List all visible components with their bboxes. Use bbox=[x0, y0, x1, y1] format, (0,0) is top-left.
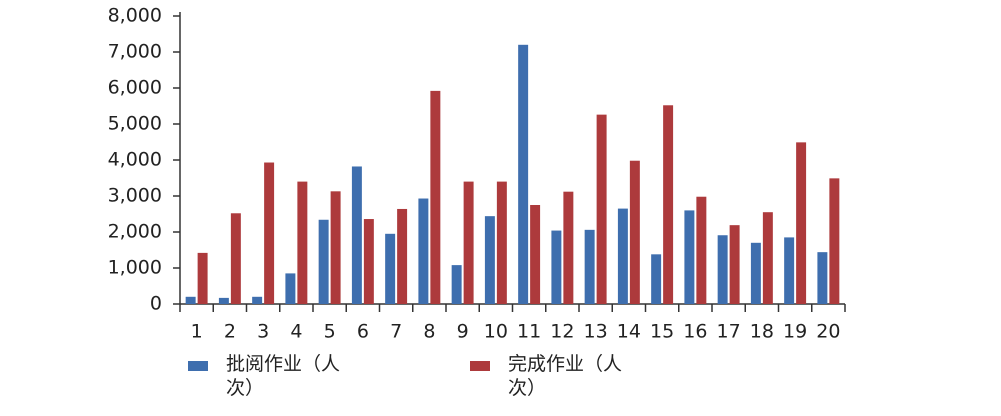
x-tick-label: 17 bbox=[717, 321, 741, 343]
x-tick-label: 3 bbox=[257, 321, 269, 343]
bar bbox=[584, 229, 595, 304]
x-tick-label: 10 bbox=[484, 321, 508, 343]
bar bbox=[762, 212, 773, 304]
bar bbox=[330, 191, 341, 304]
bar bbox=[817, 252, 828, 304]
legend-label: 完成作业（人次） bbox=[508, 353, 623, 399]
bar bbox=[750, 242, 761, 304]
x-tick-label: 15 bbox=[650, 321, 674, 343]
bar bbox=[185, 296, 196, 304]
x-tick-label: 19 bbox=[783, 321, 807, 343]
bar bbox=[530, 205, 541, 304]
y-tick-label: 5,000 bbox=[108, 113, 162, 135]
bar bbox=[197, 252, 208, 304]
y-tick-label: 6,000 bbox=[108, 77, 162, 99]
x-tick-label: 5 bbox=[324, 321, 336, 343]
x-tick-label: 14 bbox=[617, 321, 641, 343]
legend-item: 批阅作业（人次） bbox=[188, 352, 358, 400]
legend-swatch bbox=[188, 361, 208, 371]
x-tick-label: 2 bbox=[224, 321, 236, 343]
y-tick-label: 8,000 bbox=[108, 5, 162, 27]
bar bbox=[351, 166, 362, 304]
x-tick-label: 9 bbox=[457, 321, 469, 343]
bar bbox=[418, 198, 429, 304]
bar bbox=[385, 233, 396, 304]
x-tick-label: 16 bbox=[683, 321, 707, 343]
x-tick-label: 11 bbox=[517, 321, 541, 343]
bar bbox=[696, 196, 707, 304]
bar bbox=[218, 297, 229, 304]
bar bbox=[663, 105, 674, 304]
bar bbox=[551, 230, 562, 304]
bar bbox=[397, 208, 408, 304]
x-tick-label: 20 bbox=[816, 321, 840, 343]
bar bbox=[518, 44, 529, 305]
y-tick-label: 1,000 bbox=[108, 257, 162, 279]
legend-label: 批阅作业（人次） bbox=[226, 353, 341, 399]
x-tick-label: 12 bbox=[550, 321, 574, 343]
bar bbox=[796, 142, 807, 304]
bar bbox=[230, 213, 241, 304]
bar bbox=[563, 191, 574, 304]
bar bbox=[484, 216, 495, 304]
bar bbox=[496, 181, 507, 304]
bar bbox=[285, 273, 296, 304]
y-tick-label: 0 bbox=[150, 293, 162, 315]
y-tick-label: 7,000 bbox=[108, 41, 162, 63]
x-tick-label: 18 bbox=[750, 321, 774, 343]
bar bbox=[651, 254, 662, 304]
bar bbox=[297, 181, 308, 304]
bar bbox=[430, 90, 441, 304]
x-tick-label: 13 bbox=[584, 321, 608, 343]
bar bbox=[729, 225, 740, 304]
bar bbox=[784, 237, 795, 304]
x-tick-label: 7 bbox=[390, 321, 402, 343]
legend-swatch bbox=[470, 361, 490, 371]
legend-item: 完成作业（人次） bbox=[470, 352, 640, 400]
y-tick-label: 3,000 bbox=[108, 185, 162, 207]
y-tick-label: 4,000 bbox=[108, 149, 162, 171]
bar bbox=[829, 178, 840, 304]
x-tick-label: 6 bbox=[357, 321, 369, 343]
bar bbox=[596, 114, 607, 304]
bar bbox=[717, 235, 728, 304]
bar bbox=[463, 181, 474, 304]
x-tick-label: 8 bbox=[423, 321, 435, 343]
bar bbox=[252, 296, 263, 304]
bar bbox=[318, 219, 329, 304]
bar bbox=[451, 265, 462, 304]
bar bbox=[617, 208, 628, 304]
y-tick-label: 2,000 bbox=[108, 221, 162, 243]
bar bbox=[264, 162, 275, 304]
bar bbox=[629, 160, 640, 304]
bar bbox=[363, 219, 374, 304]
x-tick-label: 1 bbox=[191, 321, 203, 343]
bar bbox=[684, 210, 695, 304]
x-tick-label: 4 bbox=[290, 321, 302, 343]
